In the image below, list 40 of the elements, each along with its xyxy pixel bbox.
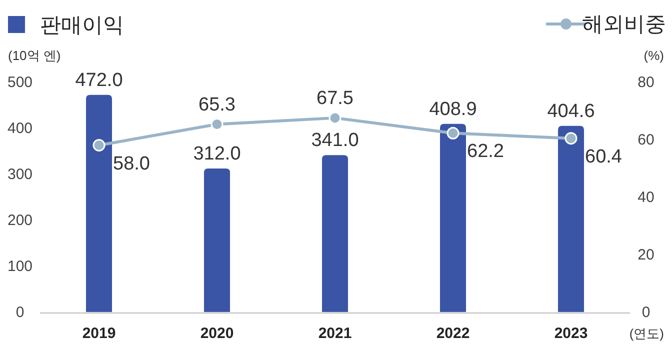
bar: [86, 94, 112, 312]
x-tick-label: 2022: [436, 325, 470, 342]
y-tick-label: 400: [7, 120, 33, 137]
point: [328, 112, 342, 124]
bar: [322, 155, 348, 312]
data-label: 65.3: [198, 94, 236, 116]
data-label: 62.2: [467, 141, 504, 162]
point: [92, 139, 106, 152]
y2-tick-label: 60: [638, 132, 654, 148]
y2-tick-label: 80: [638, 74, 654, 91]
data-label: 58.0: [113, 153, 150, 174]
point: [446, 126, 460, 140]
y-tick-label: 100: [7, 258, 33, 275]
y-tick-label: 300: [7, 166, 33, 183]
y2-axis-title: (%): [644, 48, 664, 63]
legend-label: 판매이익: [40, 14, 124, 37]
data-label: 312.0: [193, 143, 241, 164]
bar: [558, 126, 584, 312]
x-tick-label: 2023: [554, 325, 588, 342]
data-label: 60.4: [585, 146, 622, 168]
legend-label: 해외비중: [582, 13, 666, 36]
y2-tick-label: 20: [638, 246, 654, 264]
x-tick-label: 2019: [82, 325, 116, 342]
data-label: 472.0: [75, 70, 123, 91]
y-tick-label: 500: [7, 74, 33, 91]
data-label: 341.0: [311, 130, 359, 152]
y-tick-label: 200: [7, 212, 33, 229]
y-axis-title: (10억 엔): [8, 48, 61, 63]
y2-tick-label: 0: [642, 304, 650, 321]
y2-tick-label: 40: [638, 189, 654, 206]
bar: [204, 168, 230, 312]
data-label: 404.6: [547, 100, 595, 122]
y-tick-label: 0: [16, 304, 24, 321]
x-tick-label: 2021: [318, 325, 352, 342]
x-tick-label: 2020: [200, 325, 234, 342]
bar: [440, 124, 466, 312]
data-label: 67.5: [316, 88, 354, 109]
data-label: 408.9: [429, 98, 477, 120]
point: [564, 132, 578, 145]
x-axis-title: (연도): [629, 326, 664, 341]
